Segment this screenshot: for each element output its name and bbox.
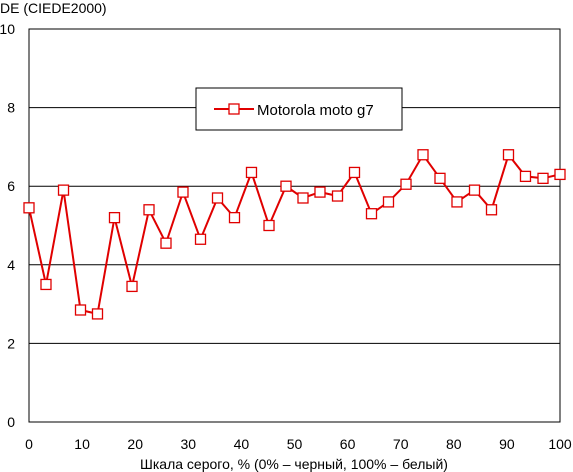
- data-point: [297, 192, 309, 204]
- data-point: [228, 211, 241, 224]
- data-point: [108, 211, 121, 224]
- x-tick-label: 30: [181, 436, 197, 452]
- data-point: [382, 196, 395, 208]
- data-point: [537, 172, 549, 184]
- data-point: [57, 184, 70, 196]
- y-tick-label: 4: [7, 257, 15, 273]
- x-tick-label: 80: [446, 436, 462, 452]
- data-point: [23, 202, 35, 214]
- data-point: [160, 237, 172, 249]
- series-line: [28, 152, 561, 316]
- data-point: [348, 166, 361, 179]
- x-tick-label: 90: [499, 436, 515, 452]
- x-axis-label: Шкала серого, % (0% – черный, 100% – бел…: [140, 456, 448, 472]
- data-point: [177, 186, 189, 198]
- y-axis-label: DE (CIEDE2000): [0, 0, 107, 16]
- data-point: [194, 233, 207, 245]
- data-point: [365, 208, 378, 220]
- data-point: [280, 180, 292, 192]
- x-tick-label: 60: [340, 436, 356, 452]
- y-tick-labels: 0 2 4 6 8 10: [0, 21, 15, 430]
- data-point: [74, 304, 87, 316]
- x-tick-label: 40: [234, 436, 250, 452]
- plot-area-frame: [28, 28, 561, 423]
- y-tick-label: 10: [0, 21, 15, 37]
- x-tick-label: 10: [74, 436, 90, 452]
- data-point: [40, 278, 52, 291]
- y-tick-label: 8: [7, 100, 15, 116]
- data-point: [502, 149, 515, 161]
- data-point: [91, 308, 104, 320]
- data-point: [211, 192, 224, 204]
- series-group: [23, 149, 566, 320]
- data-point: [519, 170, 532, 183]
- data-point: [554, 168, 566, 181]
- data-point: [485, 204, 498, 216]
- y-tick-label: 2: [7, 335, 15, 351]
- y-tick-label: 0: [7, 414, 15, 430]
- legend-label: Motorola moto g7: [257, 102, 374, 119]
- x-tick-label: 50: [287, 436, 303, 452]
- x-tick-label: 100: [548, 436, 572, 452]
- legend: Motorola moto g7: [195, 87, 403, 131]
- y-tick-label: 6: [7, 178, 15, 194]
- x-tick-labels: 0 10 20 30 40 50 60 70 80 90 100: [25, 436, 572, 452]
- gridlines: [29, 107, 560, 344]
- legend-marker: [228, 103, 240, 115]
- data-point: [314, 186, 326, 198]
- data-point: [126, 280, 138, 293]
- x-tick-label: 70: [393, 436, 409, 452]
- x-tick-label: 20: [127, 436, 143, 452]
- x-tick-label: 0: [25, 436, 33, 452]
- data-point: [263, 219, 275, 232]
- data-point: [417, 149, 429, 161]
- data-point: [400, 178, 412, 190]
- data-point: [143, 204, 155, 216]
- data-point: [245, 166, 258, 179]
- data-point: [434, 172, 446, 184]
- data-point: [468, 184, 481, 196]
- data-point: [331, 190, 344, 202]
- data-point: [451, 196, 463, 208]
